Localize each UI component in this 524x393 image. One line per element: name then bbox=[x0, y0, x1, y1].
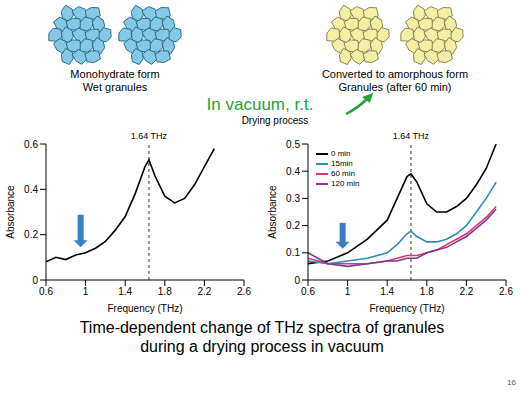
svg-text:0.6: 0.6 bbox=[39, 286, 53, 297]
svg-text:0.6: 0.6 bbox=[301, 286, 315, 297]
svg-text:2.6: 2.6 bbox=[499, 286, 513, 297]
html-text:In vacuum, r.t.: In vacuum, r.t. bbox=[206, 95, 314, 114]
html-text:Converted to amorphous form: Converted to amorphous form bbox=[321, 68, 469, 80]
html-text:0 min: 0 min bbox=[331, 149, 351, 158]
svg-text:0.4: 0.4 bbox=[286, 166, 300, 177]
svg-text:1: 1 bbox=[345, 286, 351, 297]
html-text:120 min: 120 min bbox=[331, 179, 360, 188]
svg-text:0.3: 0.3 bbox=[286, 193, 300, 204]
svg-text:Frequency (THz): Frequency (THz) bbox=[107, 303, 182, 314]
svg-text:1.64 THz: 1.64 THz bbox=[393, 131, 430, 141]
html-text:Drying process: Drying process bbox=[241, 115, 309, 126]
svg-text:1.4: 1.4 bbox=[118, 286, 132, 297]
svg-text:2.2: 2.2 bbox=[459, 286, 473, 297]
svg-text:2.6: 2.6 bbox=[237, 286, 251, 297]
svg-text:2.2: 2.2 bbox=[197, 286, 211, 297]
svg-text:1.4: 1.4 bbox=[380, 286, 394, 297]
svg-text:1: 1 bbox=[83, 286, 89, 297]
svg-text:0.2: 0.2 bbox=[24, 229, 38, 240]
svg-text:1.8: 1.8 bbox=[420, 286, 434, 297]
html-text:60 min: 60 min bbox=[331, 169, 355, 178]
svg-text:Frequency (THz): Frequency (THz) bbox=[369, 303, 444, 314]
svg-text:0.4: 0.4 bbox=[24, 184, 38, 195]
svg-text:1.64 THz: 1.64 THz bbox=[131, 131, 168, 141]
html-text:Time-dependent change of THz s: Time-dependent change of THz spectra of … bbox=[79, 319, 445, 355]
svg-text:0: 0 bbox=[294, 275, 300, 286]
html-text:Monohydrate form: Monohydrate form bbox=[70, 68, 160, 80]
svg-text:0.6: 0.6 bbox=[24, 139, 38, 150]
svg-text:0: 0 bbox=[32, 275, 38, 286]
html-text:16: 16 bbox=[507, 378, 516, 387]
html-text:Granules (after 60 min): Granules (after 60 min) bbox=[338, 81, 452, 93]
html-text:Wet granules: Wet granules bbox=[82, 81, 148, 93]
svg-text:Absorbance: Absorbance bbox=[267, 185, 278, 239]
svg-text:Absorbance: Absorbance bbox=[5, 185, 16, 239]
html-text:15min: 15min bbox=[331, 159, 353, 168]
svg-text:1.8: 1.8 bbox=[158, 286, 172, 297]
svg-text:0.5: 0.5 bbox=[286, 139, 300, 150]
svg-text:0.2: 0.2 bbox=[286, 220, 300, 231]
svg-text:0.1: 0.1 bbox=[286, 247, 300, 258]
